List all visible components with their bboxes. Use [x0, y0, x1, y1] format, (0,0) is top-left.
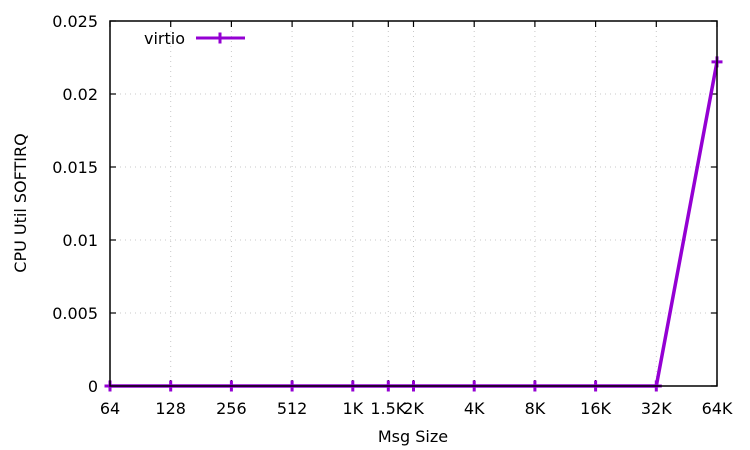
x-tick-label: 2K: [403, 399, 424, 418]
legend: virtio: [144, 29, 245, 48]
x-tick-label: 16K: [580, 399, 611, 418]
y-tick-label: 0.005: [52, 304, 98, 323]
series-line-virtio: [110, 61, 719, 388]
x-axis-label: Msg Size: [378, 427, 448, 446]
x-tick-label: 512: [277, 399, 308, 418]
y-tick-label: 0.02: [62, 85, 98, 104]
legend-label-virtio: virtio: [144, 29, 185, 48]
x-tick-label: 128: [155, 399, 186, 418]
y-tick-label: 0: [88, 377, 98, 396]
y-tick-label: 0.01: [62, 231, 98, 250]
y-axis-label: CPU Util SOFTIRQ: [11, 133, 30, 272]
y-tick-label: 0.015: [52, 158, 98, 177]
x-tick-label: 64K: [702, 399, 733, 418]
grid: [110, 21, 717, 386]
x-tick-label: 256: [216, 399, 247, 418]
x-tick-label: 1K: [342, 399, 363, 418]
x-tick-label: 8K: [525, 399, 546, 418]
x-tick-label: 4K: [464, 399, 485, 418]
x-tick-label: 64: [100, 399, 120, 418]
x-tick-label: 32K: [641, 399, 672, 418]
y-tick-label: 0.025: [52, 12, 98, 31]
x-tick-label: 1.5K: [370, 399, 406, 418]
legend-marker-virtio: [214, 32, 226, 44]
plot-frame: [109, 20, 718, 387]
